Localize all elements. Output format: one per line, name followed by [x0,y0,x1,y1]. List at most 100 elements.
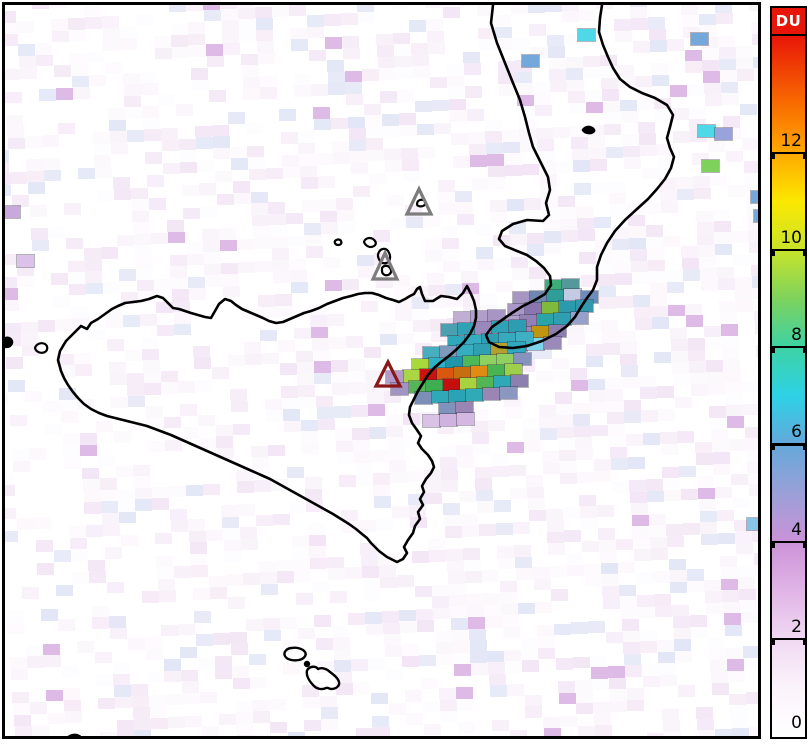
pixel-cell [580,275,598,287]
pixel-cell [323,14,341,26]
plume-cell [476,376,495,390]
pixel-cell [476,247,494,259]
pixel-cell [192,588,210,600]
pixel-cell [626,688,644,700]
sicily-coastline [56,284,478,564]
pixel-cell [625,665,642,677]
pixel-cell [749,484,758,496]
pixel-cell [588,378,605,391]
pixel-cell [5,150,9,162]
pixel-cell [250,191,268,204]
pixel-cell [182,681,200,693]
pixel-cell [714,232,732,244]
pixel-cell [119,511,137,524]
pixel-cell [529,24,547,36]
pixel-cell [222,516,239,529]
pixel-cell [47,712,65,724]
pixel-cell [510,487,528,500]
pixel-cell [635,318,652,330]
pixel-cell [300,165,317,178]
pixel-cell [753,553,758,565]
pixel-cell [231,400,248,413]
pixel-cell [629,5,647,7]
pixel-cell [268,444,286,457]
pixel-cell [649,282,667,295]
pixel-cell [356,5,374,12]
pixel-cell [619,342,637,354]
pixel-cell [672,604,689,617]
pixel-cell [477,501,494,513]
pixel-cell [200,691,217,704]
pixel-cell [695,210,713,222]
pixel-cell [151,232,168,245]
pixel-cell [623,157,641,169]
pixel-cell [22,587,39,599]
pixel-cell [734,277,752,289]
pixel-cell [672,616,690,628]
pixel-cell [84,502,102,514]
pixel-cell [86,525,103,537]
pixel-cell [146,417,164,430]
pixel-cell [536,624,554,637]
pixel-cell [219,228,236,240]
pixel-cell [746,207,758,219]
pixel-cell [444,526,462,538]
pixel-cell [621,365,639,377]
pixel-cell [506,684,524,696]
pixel-cell [593,216,611,229]
pixel-cell [101,501,119,513]
pixel-cell [751,22,758,34]
pixel-cell [553,623,571,635]
pixel-cell [222,31,240,44]
pixel-cell [281,386,299,398]
pixel-cell [290,270,308,282]
pixel-cell [440,468,458,481]
pixel-cell [209,90,227,102]
pixel-cell [6,357,23,369]
pixel-cell [499,84,517,96]
pixel-cell [207,55,224,68]
pixel-cell [350,151,368,163]
pixel-cell [418,146,436,159]
pixel-cell [22,344,40,356]
pixel-cell [178,138,196,150]
pixel-cell [650,536,668,549]
pixel-cell [311,84,329,96]
pixel-cell [631,18,649,30]
pixel-cell [454,421,472,434]
pixel-cell [691,153,709,165]
pixel-cell [54,319,72,331]
pixel-cell [698,487,715,500]
pixel-cell [716,12,734,25]
pixel-cell [304,719,322,732]
pixel-cell [230,631,247,644]
colorbar-tick-mark [772,153,775,159]
pixel-cell [721,578,739,590]
pixel-cell [249,168,266,181]
pixel-cell [209,587,227,599]
pixel-cell [579,494,596,507]
pixel-cell [429,550,447,562]
pixel-cell [721,93,739,105]
pixel-cell [344,70,362,82]
pixel-cell [687,338,705,350]
pixel-cell [598,528,616,540]
pixel-cell [264,629,281,642]
pixel-cell [237,7,255,20]
pixel-cell [394,298,412,310]
pixel-cell [185,484,203,497]
plume-cell [457,322,476,336]
pixel-cell [10,414,27,427]
pixel-cell [714,729,732,736]
pixel-cell [336,683,353,695]
pixel-cell [682,269,700,281]
pixel-cell [430,319,448,331]
pixel-cell [256,29,274,42]
pixel-cell [203,9,221,22]
pixel-cell [478,27,496,40]
pixel-cell [668,558,686,571]
pixel-cell [538,647,556,660]
plume-cell [422,414,441,428]
pixel-cell [280,617,298,629]
pixel-cell [457,213,474,226]
